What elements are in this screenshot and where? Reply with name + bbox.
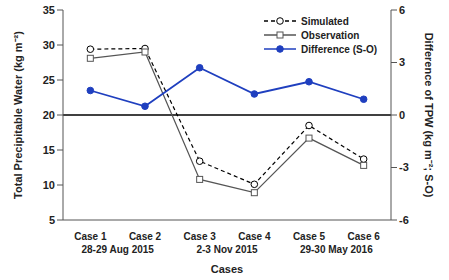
svg-text:3: 3	[399, 56, 405, 68]
svg-text:20: 20	[43, 109, 55, 121]
svg-text:Case 4: Case 4	[238, 231, 271, 242]
svg-text:15: 15	[43, 144, 55, 156]
svg-text:Case 2: Case 2	[129, 231, 162, 242]
html-text:Observation: Observation	[301, 29, 360, 41]
svg-text:0: 0	[399, 109, 405, 121]
svg-text:2-3 Nov 2015: 2-3 Nov 2015	[196, 244, 258, 255]
svg-text:Case 1: Case 1	[74, 231, 107, 242]
svg-text:35: 35	[43, 4, 55, 16]
html-text:Simulated: Simulated	[301, 15, 349, 27]
svg-text:Total Precipitable Water (kg m: Total Precipitable Water (kg m⁻²)	[12, 31, 24, 199]
svg-text:5: 5	[49, 214, 55, 226]
svg-text:30: 30	[43, 39, 55, 51]
html-text:Difference (S-O): Difference (S-O)	[301, 43, 378, 55]
svg-text:-6: -6	[399, 214, 409, 226]
svg-text:Case 5: Case 5	[293, 231, 326, 242]
svg-text:29-30 May 2016: 29-30 May 2016	[300, 244, 373, 255]
svg-text:10: 10	[43, 179, 55, 191]
svg-text:Cases: Cases	[211, 263, 243, 275]
svg-text:25: 25	[43, 74, 55, 86]
svg-text:Case 6: Case 6	[348, 231, 381, 242]
svg-text:6: 6	[399, 4, 405, 16]
svg-text:-3: -3	[399, 161, 409, 173]
svg-text:Case 3: Case 3	[184, 231, 217, 242]
svg-text:Difference of TPW (kg m⁻²; S-O: Difference of TPW (kg m⁻²; S-O)	[423, 33, 435, 198]
svg-text:28-29 Aug 2015: 28-29 Aug 2015	[81, 244, 154, 255]
